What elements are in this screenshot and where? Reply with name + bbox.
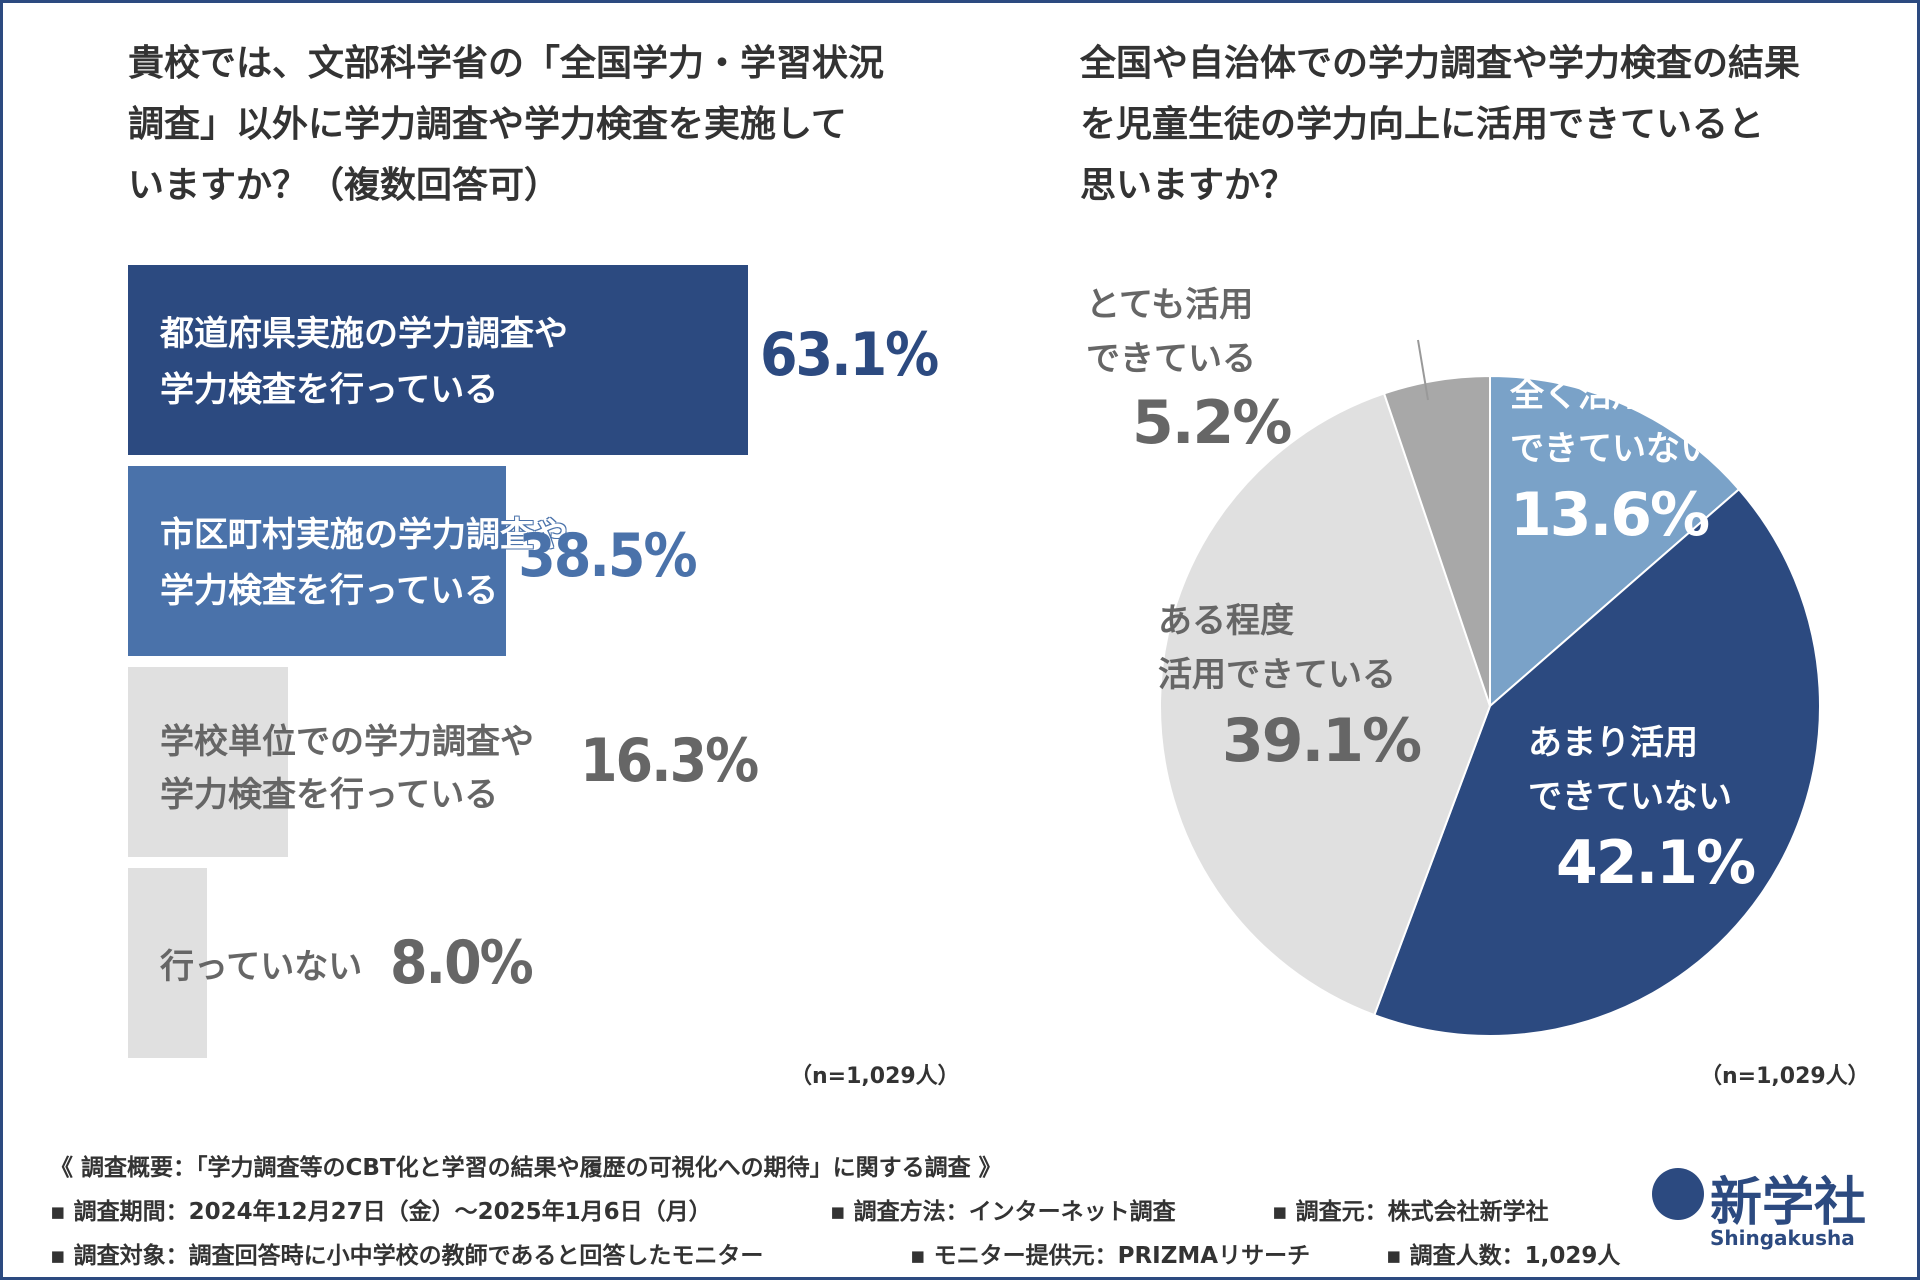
bar-label-prefecture-line-1: 都道府県実施の学力調査や xyxy=(160,314,568,354)
pie-leader-line xyxy=(1417,339,1429,401)
right-title-line-1: 全国や自治体での学力調査や学力検査の結果 xyxy=(1080,43,1801,84)
left-title-line-1: 貴校では、文部科学省の「全国学力・学習状況 xyxy=(128,43,885,84)
bar-label-none: 行っていない xyxy=(160,947,363,987)
logo-romaji: Shingakusha xyxy=(1710,1226,1855,1250)
bar-prefecture xyxy=(128,265,748,455)
bar-municipality xyxy=(128,466,507,656)
bar-label-prefecture-line-2: 学力検査を行っている xyxy=(160,370,499,410)
bar-school xyxy=(128,667,289,857)
footer-target: ▪ 調査対象：調査回答時に小中学校の教師であると回答したモニター xyxy=(50,1243,764,1269)
bar-value-prefecture: 63.1% xyxy=(760,320,939,390)
pie-slice-2 xyxy=(1159,392,1492,1017)
pie-label-none-line-2: できていない xyxy=(1510,429,1714,469)
footer-period: ▪ 調査期間：2024年12月27日（金）〜2025年1月6日（月） xyxy=(50,1199,712,1225)
pie-value-very: 5.2% xyxy=(1132,388,1292,458)
left-title-line-2: 調査」以外に学力調査や学力検査を実施して xyxy=(128,104,847,145)
pie-label-very-line-1: とても活用 xyxy=(1086,285,1254,325)
bar-value-municipality: 38.5% xyxy=(518,521,697,591)
left-n-note: （n=1,029人） xyxy=(790,1064,960,1089)
footer-method: ▪ 調査方法：インターネット調査 xyxy=(830,1199,1176,1225)
bar-value-none: 8.0% xyxy=(390,928,534,998)
bar-label-school-line-1: 学校単位での学力調査や xyxy=(160,722,534,762)
logo-name: 新学社 xyxy=(1710,1172,1867,1233)
bar-label-municipality-line-2: 学力検査を行っている xyxy=(160,571,499,611)
pie-label-little-line-1: あまり活用 xyxy=(1528,723,1698,763)
pie-label-very-line-2: できている xyxy=(1086,339,1256,379)
pie-value-some: 39.1% xyxy=(1222,706,1422,776)
pie-value-none: 13.6% xyxy=(1510,480,1710,550)
pie-label-some-line-1: ある程度 xyxy=(1158,601,1294,641)
footer-provider: ▪ モニター提供元：PRIZMAリサーチ xyxy=(910,1243,1311,1269)
pie-slice-0 xyxy=(1489,374,1741,709)
pie-slice-1 xyxy=(1373,487,1821,1037)
bar-label-municipality-line-1: 市区町村実施の学力調査や xyxy=(160,515,568,555)
logo-mark-icon xyxy=(1652,1168,1704,1220)
bar-none xyxy=(128,868,207,1058)
right-n-note: （n=1,029人） xyxy=(1700,1064,1870,1089)
pie-slice-3 xyxy=(1382,374,1491,707)
bar-label-school-line-2: 学力検査を行っている xyxy=(160,775,499,815)
footer-source: ▪ 調査元：株式会社新学社 xyxy=(1272,1199,1549,1225)
right-title-line-2: を児童生徒の学力向上に活用できていると xyxy=(1080,104,1765,145)
pie-label-little-line-2: できていない xyxy=(1528,777,1732,817)
left-title-line-3: いますか？（複数回答可） xyxy=(128,165,561,206)
pie-value-little: 42.1% xyxy=(1556,828,1756,898)
footer-summary: 《 調査概要：「学力調査等のCBT化と学習の結果や履歴の可視化への期待」に関する… xyxy=(50,1155,1002,1181)
pie-label-some-line-2: 活用できている xyxy=(1158,655,1396,695)
right-title-line-3: 思いますか？ xyxy=(1080,165,1297,206)
bar-value-school: 16.3% xyxy=(580,726,759,796)
pie-label-none-line-1: 全く活用 xyxy=(1510,375,1646,415)
footer-count: ▪ 調査人数：1,029人 xyxy=(1386,1243,1621,1269)
